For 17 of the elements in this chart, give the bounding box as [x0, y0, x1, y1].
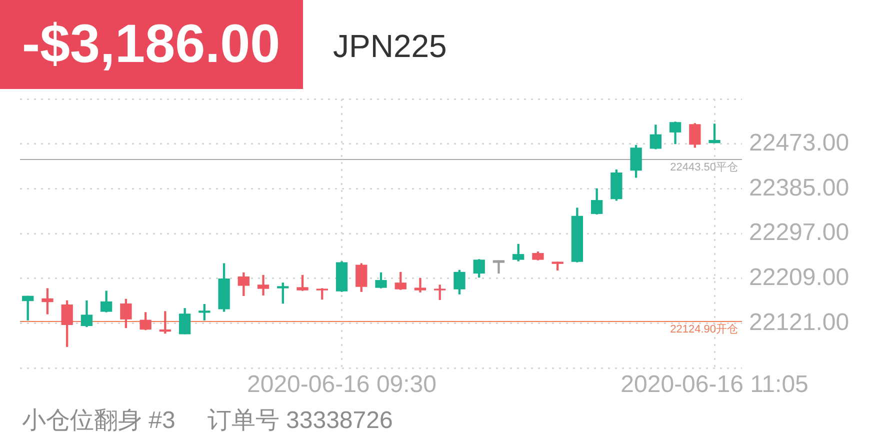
chart-subtitle: JPN225: [333, 27, 447, 65]
y-tick-label: 22209.00: [749, 264, 850, 291]
ref-line-label: 22124.90开仓: [670, 324, 738, 336]
candlestick: [159, 311, 172, 334]
y-tick-label: 22121.00: [749, 308, 850, 336]
y-tick-label: 22385.00: [749, 174, 850, 202]
x-tick-label: 2020-06-16 09:30: [247, 371, 437, 398]
candlestick: [414, 278, 426, 292]
y-tick-label: 22297.00: [749, 219, 850, 246]
candlestick: [257, 274, 270, 296]
x-tick-label: 2020-06-16 11:05: [620, 371, 808, 398]
text: 订单号 33338726: [207, 407, 393, 434]
text: 小仓位翻身 #3: [22, 407, 176, 434]
candlestick: [492, 260, 505, 274]
chart-title: -$3,186.00: [0, 0, 303, 89]
ref-line-label: 22443.50平仓: [670, 161, 738, 174]
y-tick-label: 22473.00: [749, 129, 850, 156]
